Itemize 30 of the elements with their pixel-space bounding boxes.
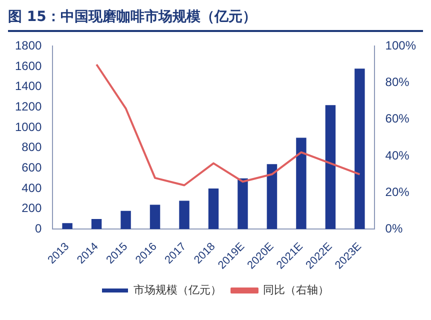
legend-label: 市场规模（亿元） <box>134 283 222 296</box>
y-tick-label: 0 <box>35 221 42 236</box>
bar <box>91 219 102 230</box>
y-tick-label: 200 <box>22 201 42 216</box>
y-tick-label: 1600 <box>14 58 42 73</box>
bar <box>179 200 190 230</box>
legend-label: 同比（右轴） <box>263 283 329 296</box>
bar <box>354 68 365 230</box>
y2-tick-label: 40% <box>385 148 410 162</box>
bar <box>150 204 160 230</box>
y2-tick-label: 20% <box>385 184 410 199</box>
y2-tick-label: 80% <box>385 75 410 90</box>
y-tick-label: 400 <box>22 180 42 195</box>
y-tick-label: 800 <box>22 140 42 154</box>
bar <box>325 105 336 230</box>
y2-tick-label: 0% <box>385 221 403 236</box>
y-tick-label: 1800 <box>14 38 42 53</box>
y-tick-label: 1000 <box>14 120 42 134</box>
bar <box>62 223 72 230</box>
y2-tick-label: 60% <box>385 112 410 126</box>
y-tick-label: 1400 <box>14 79 42 94</box>
bar <box>238 178 248 230</box>
bar <box>208 188 219 230</box>
y2-tick-label: 100% <box>385 38 416 53</box>
y-tick-label: 600 <box>22 160 42 174</box>
bar <box>120 210 131 230</box>
y-tick-label: 1200 <box>14 100 42 114</box>
chart-title: 图 15：中国现磨咖啡市场规模（亿元） <box>8 8 423 32</box>
bar <box>266 164 278 230</box>
bar <box>296 138 306 230</box>
